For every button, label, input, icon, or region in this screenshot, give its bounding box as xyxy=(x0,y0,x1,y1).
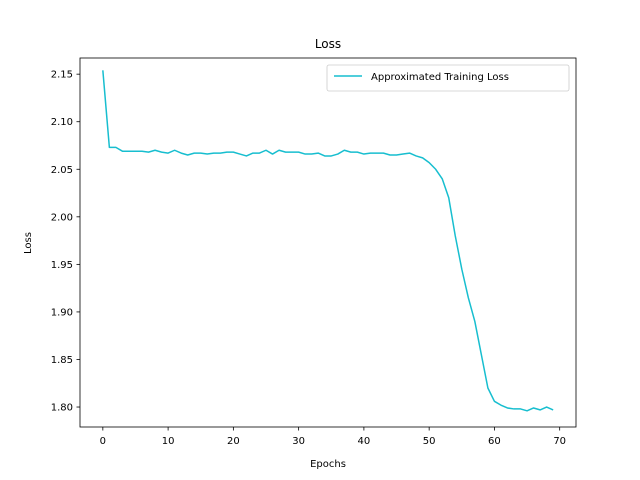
x-tick-label: 50 xyxy=(423,436,436,447)
y-tick-label: 1.90 xyxy=(51,307,73,318)
series-line-training-loss xyxy=(102,70,554,412)
y-axis: 1.80 1.85 1.90 1.95 2.00 2.05 2.10 2.15 xyxy=(51,70,80,414)
y-axis-title: Loss xyxy=(23,232,34,254)
y-tick-label: 2.15 xyxy=(51,70,73,81)
plot-area xyxy=(102,70,554,412)
legend-box xyxy=(326,64,570,92)
x-tick-label: 0 xyxy=(100,436,106,447)
x-tick-label: 70 xyxy=(553,436,566,447)
legend-label: Approximated Training Loss xyxy=(371,72,509,83)
x-axis-title: Epochs xyxy=(310,459,346,470)
y-tick-label: 1.85 xyxy=(51,355,73,366)
chart-title: Loss xyxy=(315,37,341,51)
x-tick-label: 30 xyxy=(292,436,305,447)
x-axis: 0 10 20 30 40 50 60 70 xyxy=(100,427,566,447)
y-tick-label: 1.95 xyxy=(51,260,73,271)
y-tick-label: 1.80 xyxy=(51,403,73,414)
y-tick-label: 2.00 xyxy=(51,212,73,223)
y-tick-label: 2.05 xyxy=(51,165,73,176)
y-tick-label: 2.10 xyxy=(51,117,73,128)
axes-frame xyxy=(79,57,577,428)
legend: Approximated Training Loss xyxy=(326,64,570,92)
x-tick-label: 10 xyxy=(162,436,175,447)
x-tick-label: 20 xyxy=(227,436,240,447)
x-tick-label: 40 xyxy=(358,436,371,447)
x-tick-label: 60 xyxy=(488,436,501,447)
